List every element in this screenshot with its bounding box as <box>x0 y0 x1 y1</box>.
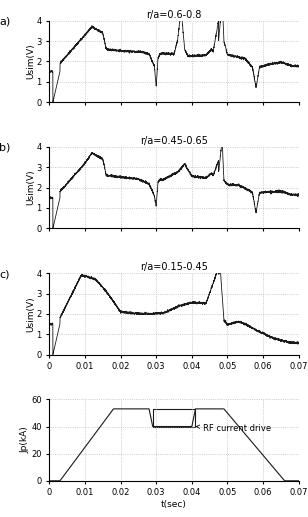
Y-axis label: Usim(V): Usim(V) <box>26 43 35 79</box>
Text: RF current drive: RF current drive <box>196 423 271 433</box>
Y-axis label: Usim(V): Usim(V) <box>26 170 35 205</box>
Title: r/a=0.15-0.45: r/a=0.15-0.45 <box>140 262 208 272</box>
Text: c): c) <box>0 269 10 279</box>
X-axis label: t(sec): t(sec) <box>161 500 187 509</box>
Text: a): a) <box>0 17 11 26</box>
Title: r/a=0.45-0.65: r/a=0.45-0.65 <box>140 136 208 146</box>
Y-axis label: Jp(kA): Jp(kA) <box>21 427 30 453</box>
Title: r/a=0.6-0.8: r/a=0.6-0.8 <box>146 10 202 20</box>
Bar <box>153 409 195 427</box>
Y-axis label: Usim(V): Usim(V) <box>26 296 35 332</box>
Text: b): b) <box>0 143 11 153</box>
